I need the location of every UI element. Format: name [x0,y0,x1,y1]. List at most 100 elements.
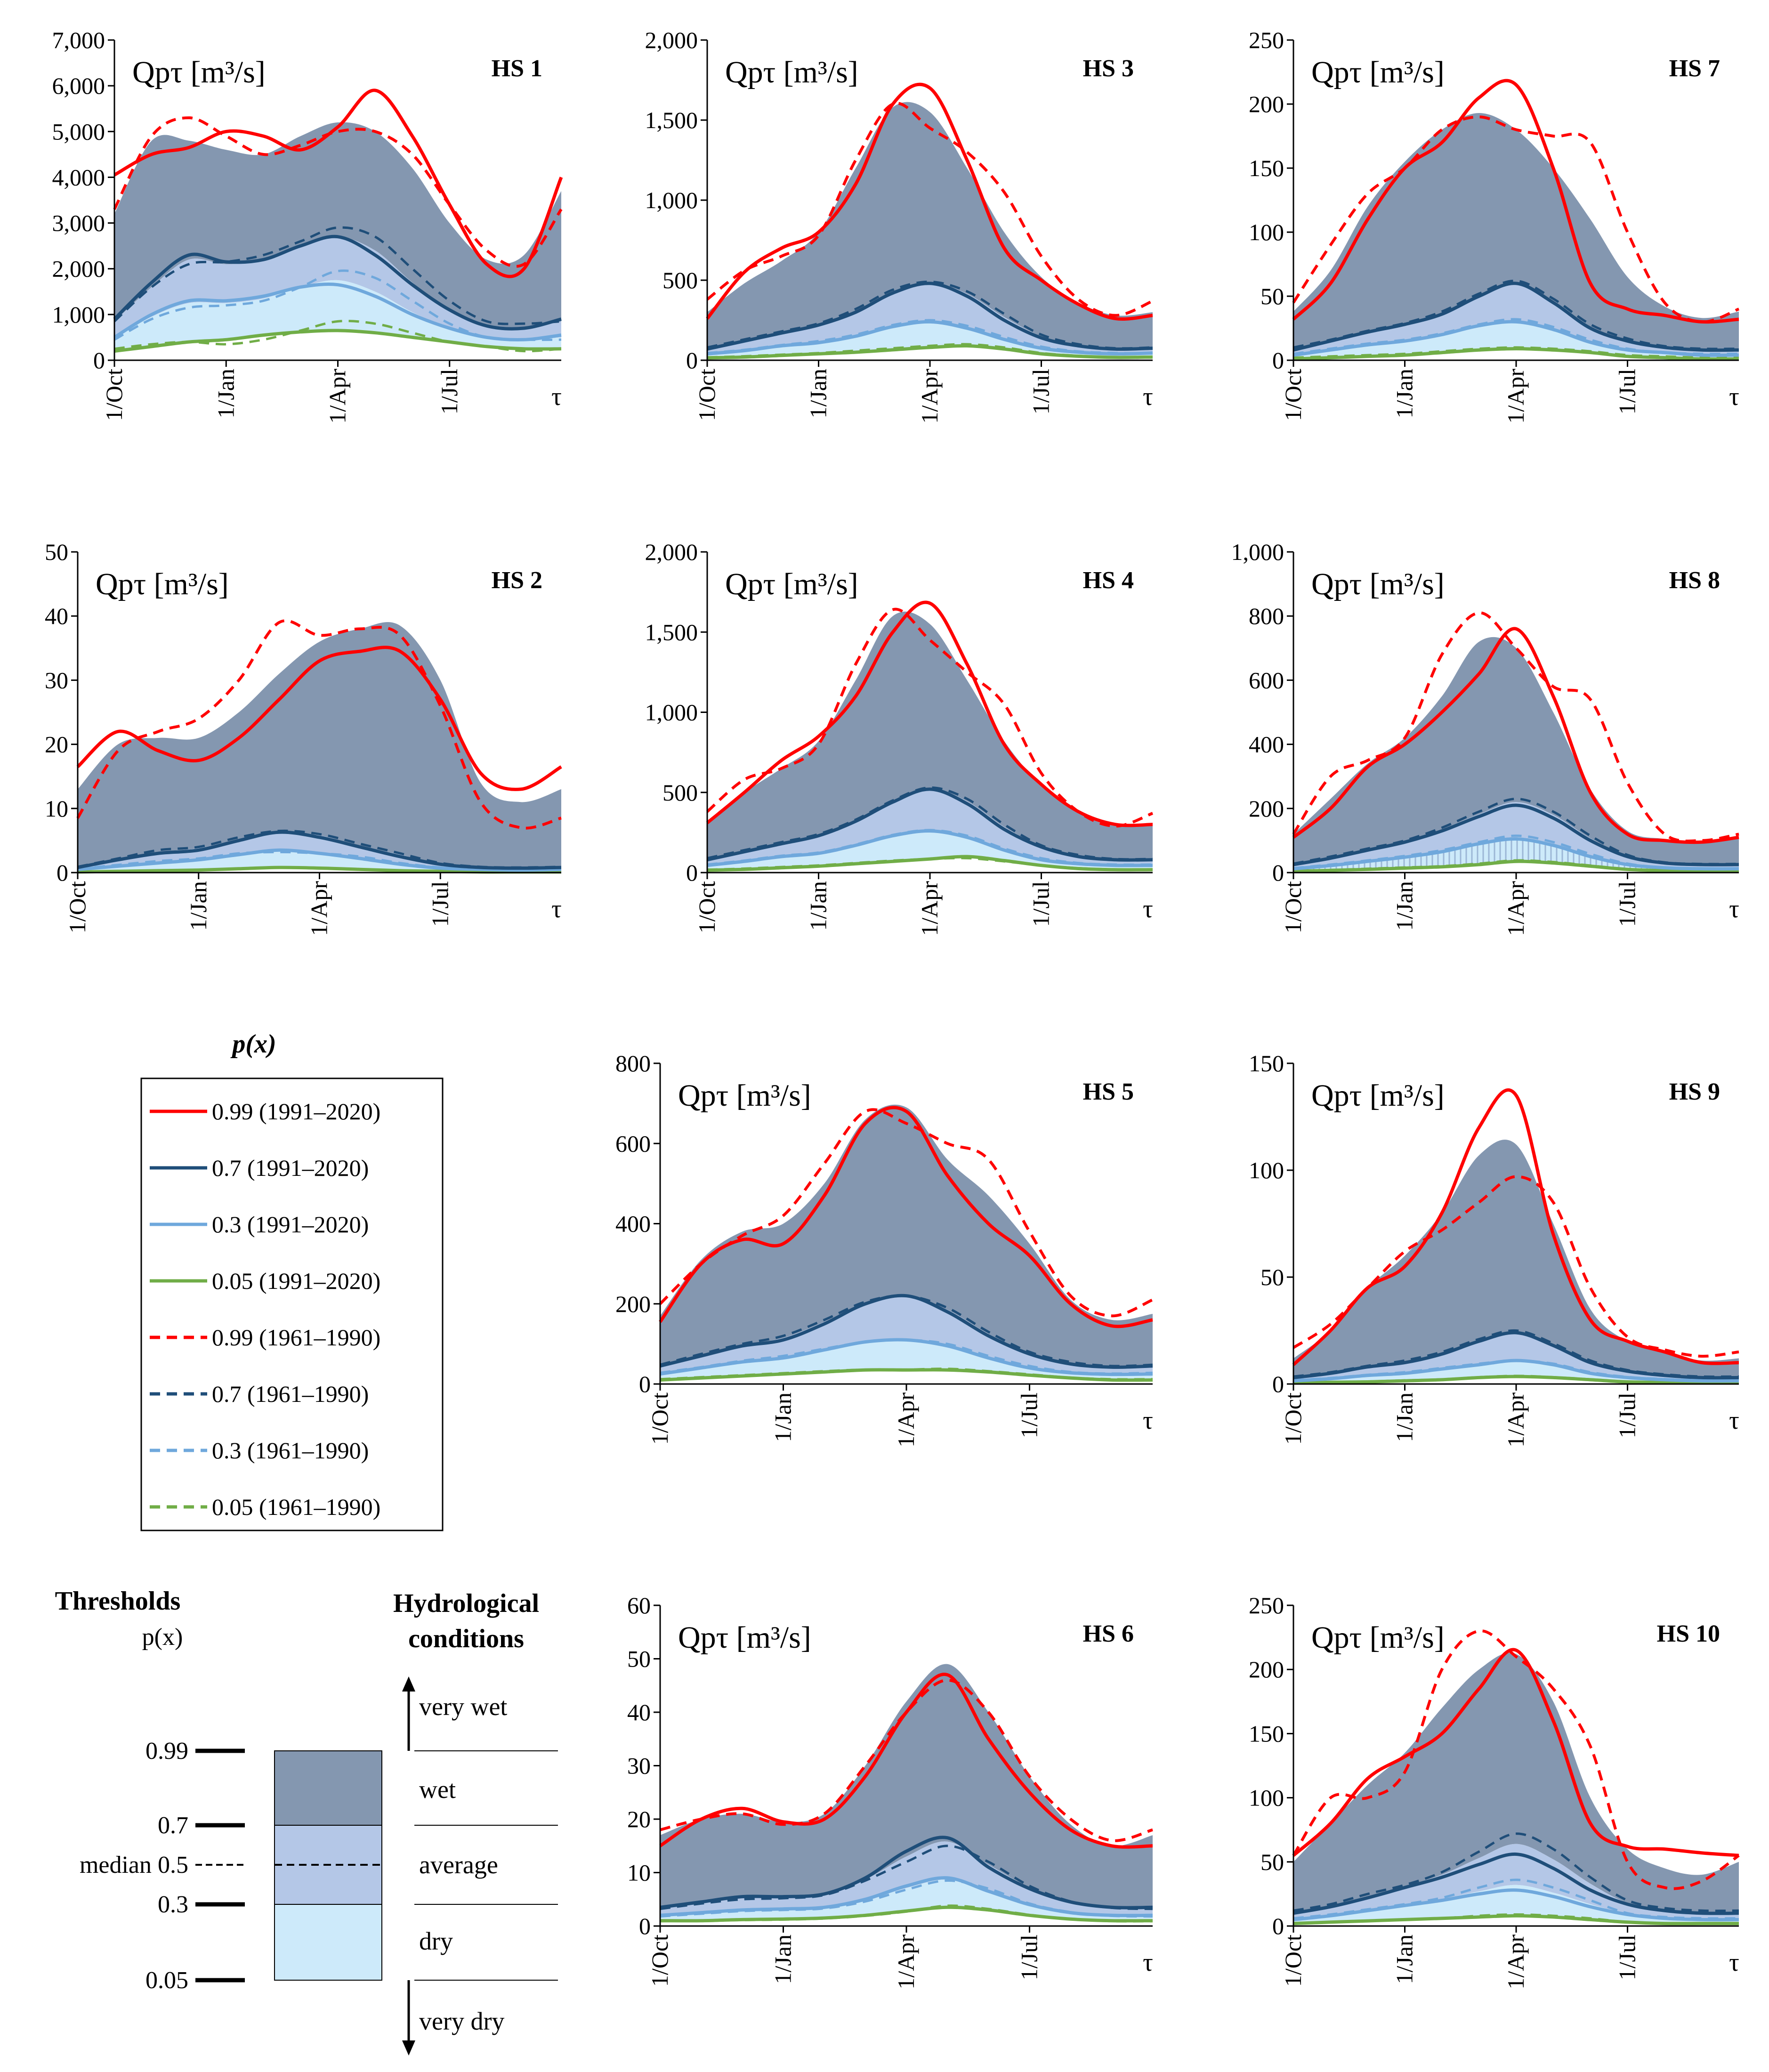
hydrological-conditions-title-2: conditions [408,1624,524,1653]
y-tick-label: 600 [1249,667,1284,693]
series-p99 [76,646,562,791]
cond-very-dry: very dry [419,2007,504,2035]
y-tick-label: 150 [1249,1720,1284,1747]
level-005: 0.05 [145,1967,188,1994]
wet-band [1293,1140,1739,1377]
x-tick-label: 1/Oct [1280,1392,1306,1445]
y-tick-label: 0 [639,1371,651,1397]
series-p70o [113,226,562,325]
series-p70o [1293,1832,1739,1912]
dry-band [1293,1360,1739,1383]
thresholds-title: Thresholds [55,1586,181,1616]
series-p30 [707,829,1153,867]
y-tick-label: 0 [686,859,698,886]
average-band [707,788,1153,865]
chart-hs9: 0 50 100 150 1/Oct 1/Jan 1/Apr 1/Jul τ HS 9 Qpτ [m… [1249,1050,1739,1448]
y-tick-label: 0 [1272,347,1284,373]
wet-band [707,102,1153,349]
y-tick-label: 40 [45,603,68,629]
x-tick-label: 1/Oct [101,369,127,421]
y-tick-label: 600 [615,1130,651,1157]
y-tick-label: 10 [627,1860,651,1886]
y-axis-label: Qpτ [m³/s] [678,1078,811,1113]
x-end-label: τ [1143,895,1153,923]
x-tick-label: 1/Jul [1016,1934,1042,1980]
chart-title: HS 2 [492,567,542,594]
average-band [1293,1844,1739,1919]
chart-hs6: 0 10 20 30 40 50 60 1/Oct 1/Jan 1/Apr 1/Jul τ HS 6 Qp… [627,1592,1153,1990]
series-p99o [706,102,1154,317]
legend-label-6: 0.3 (1961–1990) [212,1437,369,1464]
series-p99o [1292,611,1739,842]
y-axis-label: Qpτ [m³/s] [1311,567,1445,601]
series-p99 [706,82,1153,321]
y-tick-label: 250 [1249,27,1284,53]
y-tick-label: 200 [1249,91,1284,117]
dry-band-hatch [1293,837,1739,872]
x-end-label: τ [1143,382,1153,411]
x-tick-label: 1/Jan [770,1934,796,1984]
x-end-label: τ [551,382,562,411]
wet-band [707,611,1153,860]
wet-band [660,1104,1153,1367]
y-tick-label: 100 [1249,1785,1284,1811]
x-tick-label: 1/Oct [694,369,720,421]
x-tick-label: 1/Apr [1502,1934,1529,1990]
chart-title: HS 3 [1083,55,1134,82]
series-p99 [659,1673,1153,1849]
average-band [707,283,1153,354]
series-p99 [706,600,1153,827]
average-band [660,1841,1153,1916]
band-wet [274,1750,382,1826]
series-p99 [1292,627,1739,844]
series-p99 [1292,1648,1739,1857]
thresholds-diagram: Thresholds p(x) Hydrological conditions … [55,1586,558,2056]
x-tick-label: 1/Apr [324,369,351,424]
y-tick-label: 150 [1249,155,1284,181]
y-tick-label: 0 [1272,859,1284,886]
y-tick-label: 0 [93,347,105,373]
y-tick-label: 10 [45,795,68,822]
legend-label-5: 0.7 (1961–1990) [212,1381,369,1407]
y-tick-label: 20 [627,1806,651,1832]
x-tick-label: 1/Oct [1280,1934,1306,1987]
series-p70 [660,1294,1153,1369]
series-p99 [1292,1088,1739,1366]
series-p70 [1293,1852,1739,1915]
y-tick-label: 2,000 [645,539,698,565]
charts-group: 0 1,000 2,000 3,000 4,000 5,000 6,000 7,000 1/Oc… [45,27,1740,1990]
x-tick-label: 1/Apr [306,881,332,936]
chart-hs1: 0 1,000 2,000 3,000 4,000 5,000 6,000 7,000 1/Oc… [52,27,563,424]
arrow-up-icon [402,1676,415,1692]
wet-band [660,1664,1153,1909]
x-tick-label: 1/Jan [1391,881,1418,931]
y-tick-label: 400 [615,1211,651,1237]
legend-label-1: 0.7 (1991–2020) [212,1155,369,1181]
y-tick-label: 500 [662,779,698,806]
y-axis-label: Qpτ [m³/s] [725,567,858,601]
wet-band [1293,637,1739,865]
wet-band [1293,113,1739,350]
x-tick-label: 1/Apr [1502,1392,1529,1448]
x-tick-label: 1/Jan [185,881,211,931]
y-tick-label: 50 [1260,283,1284,309]
y-tick-label: 40 [627,1699,651,1725]
y-tick-label: 5,000 [52,118,105,145]
y-tick-label: 4,000 [52,164,105,190]
series-p99o [76,619,562,830]
x-tick-label: 1/Apr [916,881,943,936]
x-tick-label: 1/Jan [770,1392,796,1442]
y-tick-label: 50 [1260,1849,1284,1875]
x-tick-label: 1/Jul [1614,369,1640,414]
series-p99o [1292,1629,1740,1890]
y-tick-label: 200 [1249,1656,1284,1683]
legend-label-2: 0.3 (1991–2020) [212,1211,369,1238]
series-p05 [660,1905,1153,1923]
average-band [114,236,561,340]
series-p30 [660,1338,1153,1376]
chart-title: HS 1 [492,55,542,82]
series-p05 [1293,347,1739,361]
legend-title: p(x) [230,1029,276,1059]
y-tick-label: 1,000 [645,187,698,213]
x-end-label: τ [551,895,562,923]
